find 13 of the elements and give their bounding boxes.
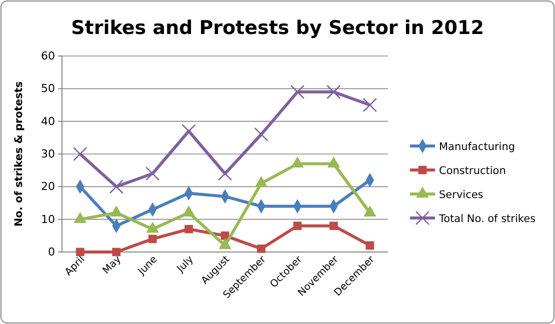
y-tick-label: 0 [48,246,55,259]
y-tick-label: 40 [41,114,55,128]
y-tick-label: 20 [41,180,55,194]
y-tick-label: 60 [41,50,55,63]
legend-label: Total No. of strikes [438,213,536,225]
chart-title: Strikes and Protests by Sector in 2012 [71,17,484,39]
y-axis-title: No. of strikes & protests [13,81,25,227]
y-tick-label: 30 [41,148,55,161]
y-tick-label: 10 [41,212,55,226]
y-tick-label: 50 [41,82,55,96]
legend-label: Manufacturing [439,141,516,153]
legend-label: Construction [439,165,506,177]
legend-label: Services [439,189,484,201]
